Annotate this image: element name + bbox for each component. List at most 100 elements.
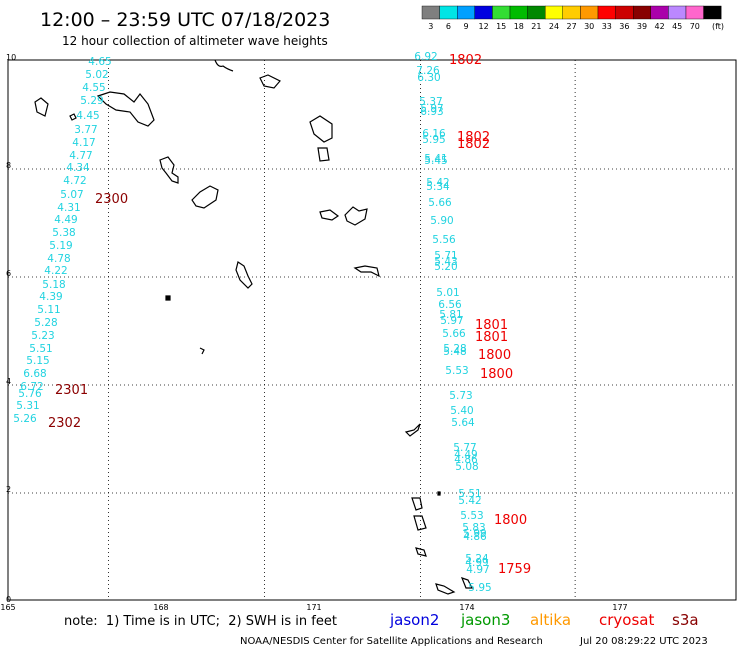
- legend-swatch: [421, 5, 440, 20]
- legend-label: 70: [690, 22, 700, 31]
- swh-reading: 5.56: [432, 234, 456, 246]
- island-shape: [199, 347, 205, 355]
- swh-reading: 7.26: [416, 65, 440, 77]
- legend-swatch: [668, 5, 687, 20]
- swh-reading: 5.08: [455, 461, 478, 473]
- legend-swatch: [492, 5, 511, 20]
- pass-time-label: 2302: [48, 416, 81, 431]
- y-tick-label: 2: [6, 485, 11, 494]
- island-shape: [309, 115, 333, 143]
- swh-reading: 5.15: [26, 355, 49, 367]
- swh-reading: 6.16: [422, 128, 446, 140]
- swh-reading: 4.22: [44, 265, 67, 277]
- swh-reading: 4.17: [72, 137, 95, 149]
- swh-reading: 4.34: [66, 162, 90, 174]
- swh-reading: 5.48: [443, 346, 466, 358]
- island-shape: [404, 423, 421, 437]
- swh-reading: 5.45: [424, 155, 447, 167]
- swh-reading: 5.97: [420, 103, 443, 115]
- legend-label: 6: [446, 22, 451, 31]
- swh-reading: 5.97: [440, 315, 463, 327]
- pass-time-label: 1801: [475, 330, 508, 345]
- island-shape: [165, 295, 171, 301]
- swh-reading: 4.86: [463, 531, 487, 543]
- legend-swatch: [457, 5, 476, 20]
- pass-time-label: 1802: [449, 53, 482, 68]
- satellite-name: jason2: [389, 611, 439, 629]
- swh-reading: 6.93: [420, 106, 443, 118]
- swh-reading: 6.72: [20, 381, 43, 393]
- swh-reading: 5.81: [439, 309, 462, 321]
- swh-reading: 5.51: [29, 343, 52, 355]
- legend-label: 27: [567, 22, 577, 31]
- x-tick-label: 168: [153, 603, 168, 612]
- pass-time-label: 2301: [55, 383, 88, 398]
- swh-reading: 4.31: [57, 202, 80, 214]
- island-shape: [437, 491, 441, 496]
- swh-reading: 5.71: [434, 250, 457, 262]
- island-shape: [96, 91, 155, 127]
- legend-label: 45: [672, 22, 682, 31]
- swh-reading: 6.30: [417, 72, 440, 84]
- legend-swatch: [597, 5, 616, 20]
- island-shape: [460, 577, 473, 589]
- island-shape: [411, 497, 423, 511]
- pass-time-label: 1801: [475, 318, 508, 333]
- swh-reading: 5.42: [426, 177, 449, 189]
- satellite-legend: jason2 jason3 altika cryosat s3a: [389, 611, 699, 629]
- swh-reading: 5.07: [60, 189, 83, 201]
- swh-reading: 5.77: [453, 442, 476, 454]
- swh-reading: 5.83: [462, 522, 485, 534]
- swh-reading: 6.68: [23, 368, 46, 380]
- island-shape: [319, 209, 340, 221]
- swh-reading: 4.49: [54, 214, 77, 226]
- pass-time-label: 1759: [498, 562, 531, 577]
- swh-reading: 4.99: [465, 557, 488, 569]
- swh-reading: 4.77: [69, 150, 92, 162]
- swh-reading: 4.78: [47, 253, 70, 265]
- island-shape: [413, 515, 427, 531]
- swh-reading: 5.20: [434, 261, 457, 273]
- swh-reading: 5.23: [31, 330, 54, 342]
- plot-frame: [7, 59, 737, 601]
- swh-reading: 5.18: [42, 279, 65, 291]
- map-title: 12:00 – 23:59 UTC 07/18/2023: [40, 9, 330, 31]
- pass-time-labels: 1802180218022300180118011800180023012302…: [48, 53, 531, 577]
- satellite-name: s3a: [672, 611, 699, 629]
- swh-reading: 5.11: [37, 304, 60, 316]
- pass-time-label: 2300: [95, 192, 128, 207]
- swh-reading: 4.39: [39, 291, 62, 303]
- swh-reading: 6.56: [438, 299, 462, 311]
- island-shape: [214, 59, 234, 72]
- island-shape: [435, 583, 456, 595]
- y-tick-label: 8: [6, 161, 11, 170]
- legend-swatch: [615, 5, 634, 20]
- legend-swatch: [580, 5, 599, 20]
- legend-label: 18: [514, 22, 524, 31]
- swh-reading: 5.28: [34, 317, 57, 329]
- swh-reading: 4.86: [454, 454, 478, 466]
- y-tick-label: 0: [6, 595, 11, 604]
- island-outlines: [34, 59, 473, 595]
- color-legend: 3 6 9 12 15 18 21 24 27 30 33 36 39 42 45 70: [421, 5, 722, 31]
- pass-time-label: 1802: [457, 137, 490, 152]
- swh-reading: 5.38: [52, 227, 75, 239]
- legend-swatch: [527, 5, 546, 20]
- legend-swatch: [703, 5, 722, 20]
- legend-swatch: [474, 5, 493, 20]
- island-shape: [344, 206, 368, 226]
- x-tick-label: 177: [612, 603, 627, 612]
- swh-reading: 4.72: [63, 175, 86, 187]
- swh-reading: 4.55: [82, 82, 105, 94]
- swh-reading: 5.37: [419, 96, 442, 108]
- legend-label: 42: [655, 22, 665, 31]
- legend-swatch: [685, 5, 704, 20]
- swh-reading: 5.66: [442, 328, 466, 340]
- legend-label: 30: [584, 22, 594, 31]
- x-tick-label: 171: [306, 603, 321, 612]
- satellite-name: altika: [530, 611, 571, 629]
- legend-label: 33: [602, 22, 612, 31]
- swh-reading: 4.49: [454, 449, 477, 461]
- legend-label: 36: [619, 22, 629, 31]
- island-shape: [317, 147, 330, 162]
